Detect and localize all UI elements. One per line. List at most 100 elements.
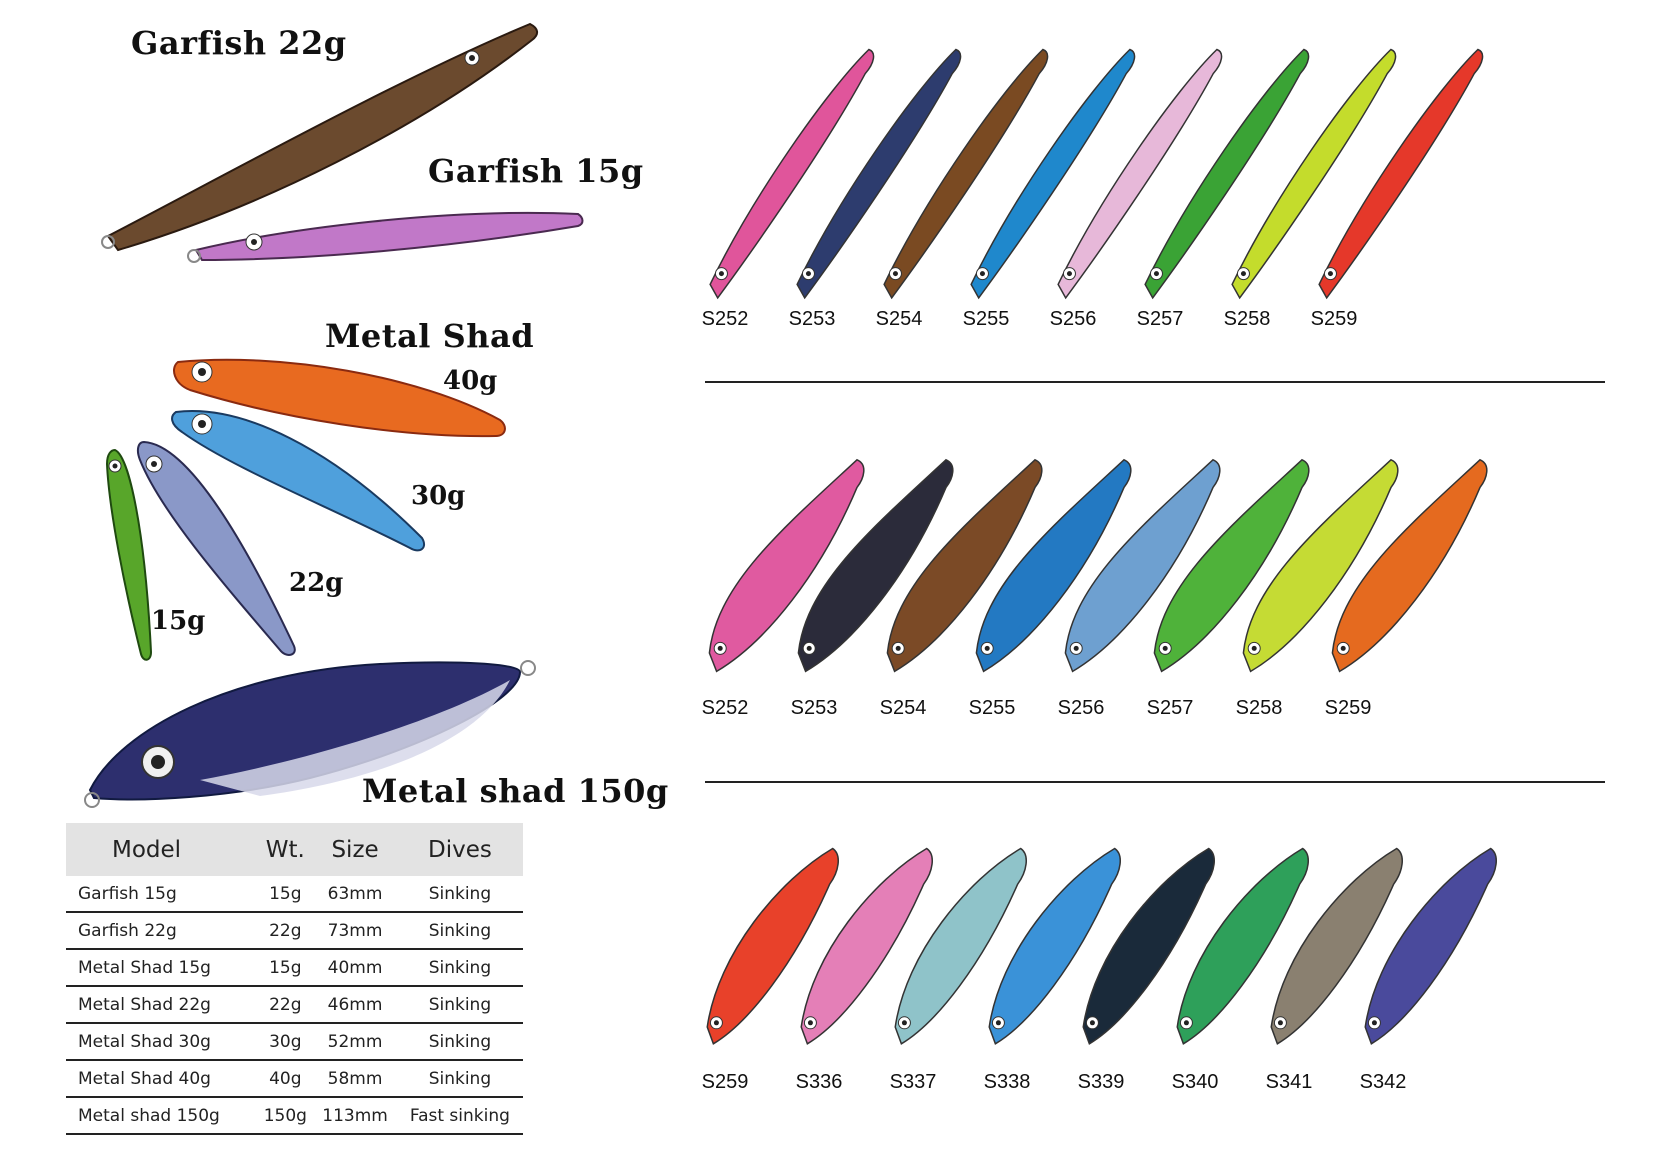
cell-size: 58mm <box>313 1060 397 1098</box>
lure-swatch-s253 <box>797 458 954 673</box>
lure-swatch-s255 <box>970 48 1136 300</box>
lure-swatch-s252 <box>709 48 875 300</box>
lure-swatch-s339 <box>1082 847 1215 1045</box>
cell-dives: Sinking <box>396 912 523 950</box>
cell-size: 73mm <box>313 912 397 950</box>
header-weight: Wt. <box>257 823 314 876</box>
color-code-label: S336 <box>795 1071 843 1093</box>
header-dives: Dives <box>396 823 523 876</box>
lure-swatch-s256 <box>1057 48 1223 300</box>
color-code-label: S342 <box>1359 1071 1407 1093</box>
metal-shad-40-lure-image <box>173 358 506 438</box>
color-code-label: S252 <box>701 308 749 330</box>
cell-model: Garfish 15g <box>66 876 258 913</box>
cell-model: Metal Shad 40g <box>66 1060 258 1098</box>
color-code-label: S337 <box>889 1071 937 1093</box>
cell-size: 40mm <box>313 949 397 987</box>
cell-dives: Sinking <box>396 1060 523 1098</box>
lure-swatch-s255 <box>975 458 1132 673</box>
cell-weight: 40g <box>257 1060 314 1098</box>
cell-model: Garfish 22g <box>66 912 258 950</box>
cell-size: 63mm <box>313 876 397 913</box>
color-code-label: S256 <box>1057 697 1105 719</box>
color-code-label: S255 <box>962 308 1010 330</box>
cell-size: 113mm <box>313 1097 397 1135</box>
table-row: Metal Shad 40g 40g 58mm Sinking <box>66 1060 523 1098</box>
color-code-label: S259 <box>1324 697 1372 719</box>
cell-weight: 22g <box>257 986 314 1024</box>
color-code-label: S259 <box>1310 308 1358 330</box>
cell-weight: 15g <box>257 949 314 987</box>
table-row: Garfish 15g 15g 63mm Sinking <box>66 876 523 913</box>
table-row: Metal Shad 22g 22g 46mm Sinking <box>66 986 523 1024</box>
cell-model: Metal Shad 22g <box>66 986 258 1024</box>
cell-size: 46mm <box>313 986 397 1024</box>
color-code-label: S258 <box>1223 308 1271 330</box>
lure-swatch-s258 <box>1242 458 1399 673</box>
cell-dives: Sinking <box>396 876 523 913</box>
lure-swatch-s259 <box>1331 458 1488 673</box>
lure-swatch-s259 <box>1318 48 1484 300</box>
table-row: Metal shad 150g 150g 113mm Fast sinking <box>66 1097 523 1135</box>
color-code-label: S253 <box>788 308 836 330</box>
cell-weight: 150g <box>257 1097 314 1135</box>
color-code-label: S258 <box>1235 697 1283 719</box>
cell-model: Metal Shad 15g <box>66 949 258 987</box>
metal-shad-150-label: Metal shad 150g <box>362 772 669 810</box>
lure-swatch-s342 <box>1364 847 1497 1045</box>
cell-dives: Sinking <box>396 986 523 1024</box>
lure-swatch-s337 <box>894 847 1027 1045</box>
cell-weight: 30g <box>257 1023 314 1061</box>
lure-swatch-s252 <box>708 458 865 673</box>
row-divider <box>705 781 1605 783</box>
color-code-label: S338 <box>983 1071 1031 1093</box>
cell-dives: Fast sinking <box>396 1097 523 1135</box>
garfish-15-lure-image <box>187 211 584 263</box>
metal-shad-15-lure-image <box>105 448 153 661</box>
color-code-label: S341 <box>1265 1071 1313 1093</box>
cell-model: Metal Shad 30g <box>66 1023 258 1061</box>
header-model: Model <box>66 823 258 876</box>
lure-swatch-s256 <box>1064 458 1221 673</box>
cell-dives: Sinking <box>396 949 523 987</box>
metal-shad-150-lure-image <box>84 660 536 808</box>
color-code-label: S252 <box>701 697 749 719</box>
cell-weight: 15g <box>257 876 314 913</box>
cell-size: 52mm <box>313 1023 397 1061</box>
cell-weight: 22g <box>257 912 314 950</box>
header-size: Size <box>313 823 397 876</box>
metal-shad-22-lure-image <box>136 440 296 656</box>
lure-swatch-s257 <box>1153 458 1310 673</box>
lure-swatch-s253 <box>796 48 962 300</box>
row-divider <box>705 381 1605 383</box>
lure-swatch-s336 <box>800 847 933 1045</box>
color-code-label: S340 <box>1171 1071 1219 1093</box>
color-code-label: S259 <box>701 1071 749 1093</box>
color-code-label: S257 <box>1136 308 1184 330</box>
spec-table: Model Wt. Size Dives Garfish 15g 15g 63m… <box>66 823 523 1135</box>
metal-shad-40-label: 40g <box>443 366 498 396</box>
cell-dives: Sinking <box>396 1023 523 1061</box>
table-row: Garfish 22g 22g 73mm Sinking <box>66 912 523 950</box>
spec-table-header-row: Model Wt. Size Dives <box>66 823 523 876</box>
lure-swatch-s257 <box>1144 48 1310 300</box>
table-row: Metal Shad 15g 15g 40mm Sinking <box>66 949 523 987</box>
color-code-label: S254 <box>879 697 927 719</box>
garfish-15-label: Garfish 15g <box>428 152 644 190</box>
metal-shad-title: Metal Shad <box>325 317 535 355</box>
garfish-22-lure-image <box>101 22 538 252</box>
lure-swatch-s254 <box>883 48 1049 300</box>
cell-model: Metal shad 150g <box>66 1097 258 1135</box>
color-code-label: S254 <box>875 308 923 330</box>
metal-shad-22-label: 22g <box>289 568 344 598</box>
lure-swatch-s338 <box>988 847 1121 1045</box>
color-code-label: S339 <box>1077 1071 1125 1093</box>
color-code-label: S256 <box>1049 308 1097 330</box>
lure-swatch-s341 <box>1270 847 1403 1045</box>
metal-shad-30-lure-image <box>171 410 426 552</box>
lure-swatch-s340 <box>1176 847 1309 1045</box>
table-row: Metal Shad 30g 30g 52mm Sinking <box>66 1023 523 1061</box>
lure-swatch-s259 <box>706 847 839 1045</box>
metal-shad-30-label: 30g <box>411 481 466 511</box>
metal-shad-15-label: 15g <box>151 606 206 636</box>
